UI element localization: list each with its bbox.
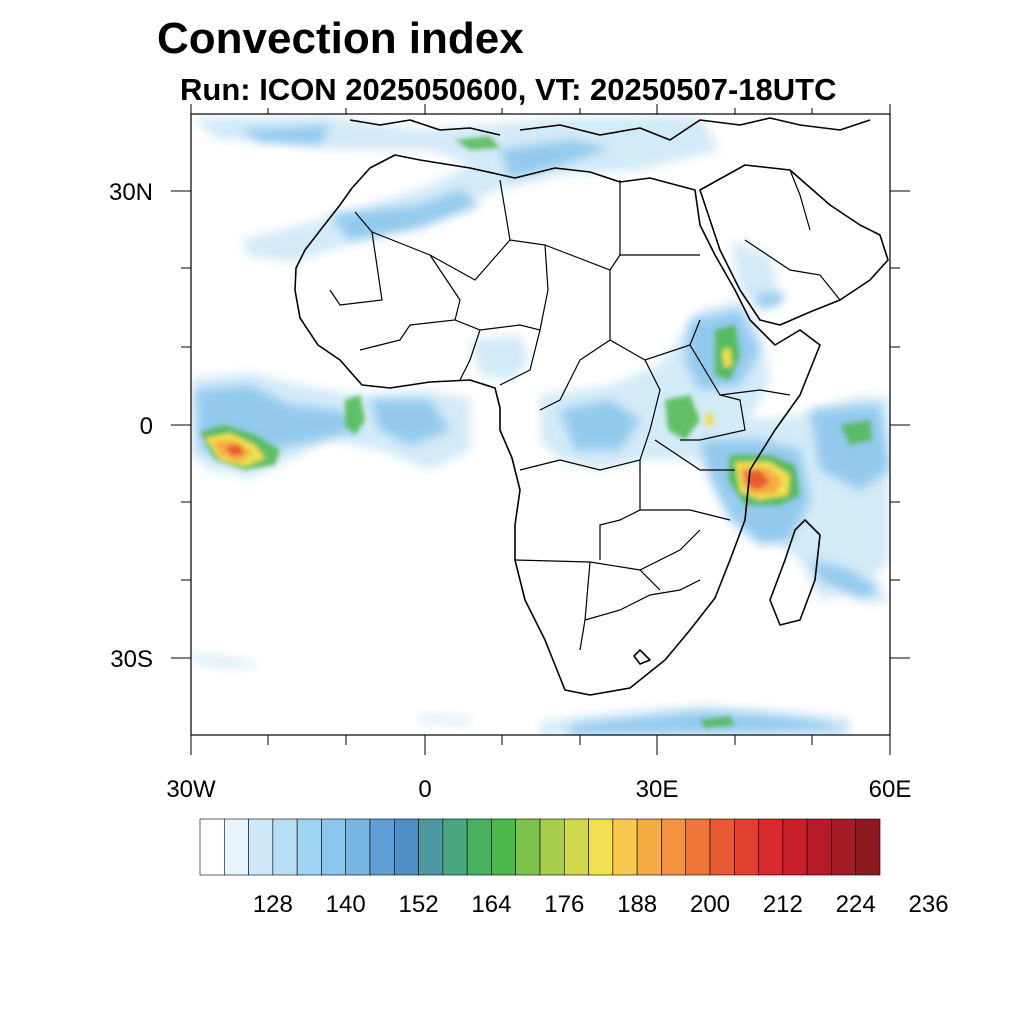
colorbar-swatch (272, 818, 298, 876)
x-tick-label: 60E (869, 776, 912, 803)
colorbar-swatch (709, 818, 735, 876)
colorbar-swatch (636, 818, 662, 876)
y-tick-label: 30S (110, 646, 153, 673)
colorbar-swatch (515, 818, 541, 876)
y-tick-label: 0 (140, 413, 153, 440)
chart-title: Convection index (157, 14, 524, 63)
colorbar-swatch (563, 818, 589, 876)
colorbar-label: 176 (544, 891, 584, 918)
convection-shading (191, 116, 890, 735)
africa-coastline (294, 117, 889, 696)
colorbar-swatch (321, 818, 347, 876)
colorbar-swatch (612, 818, 638, 876)
colorbar-swatch (588, 818, 614, 876)
colorbar-swatch (806, 818, 832, 876)
colorbar-label: 224 (836, 891, 876, 918)
colorbar-swatch (369, 818, 395, 876)
colorbar-label: 164 (471, 891, 511, 918)
chart-subtitle: Run: ICON 2025050600, VT: 20250507-18UTC (180, 72, 837, 107)
colorbar-swatch (733, 818, 759, 876)
tick-marks (171, 104, 910, 755)
colorbar-swatch (831, 818, 857, 876)
colorbar: 128 140 152 164 176 188 200 212 224 236 (199, 818, 949, 918)
colorbar-swatch (199, 818, 225, 876)
colorbar-swatch (393, 818, 419, 876)
colorbar-swatch (223, 818, 249, 876)
colorbar-swatch (418, 818, 444, 876)
colorbar-swatch (296, 818, 322, 876)
colorbar-label: 212 (763, 891, 803, 918)
colorbar-swatch (345, 818, 371, 876)
colorbar-label: 200 (690, 891, 730, 918)
x-tick-label: 30E (636, 776, 679, 803)
colorbar-swatch (248, 818, 274, 876)
colorbar-label: 152 (399, 891, 439, 918)
colorbar-swatch (782, 818, 808, 876)
x-tick-label: 30W (166, 776, 216, 803)
colorbar-swatch (685, 818, 711, 876)
colorbar-swatch (661, 818, 687, 876)
colorbar-swatch (491, 818, 517, 876)
colorbar-label: 236 (909, 891, 949, 918)
colorbar-label: 128 (253, 891, 293, 918)
colorbar-swatch (466, 818, 492, 876)
colorbar-swatch (442, 818, 468, 876)
country-borders (329, 169, 841, 651)
colorbar-swatch (539, 818, 565, 876)
colorbar-swatch (758, 818, 784, 876)
y-tick-label: 30N (109, 179, 153, 206)
x-tick-label: 0 (418, 776, 431, 803)
colorbar-label: 140 (326, 891, 366, 918)
colorbar-swatch (855, 818, 881, 876)
colorbar-label: 188 (617, 891, 657, 918)
